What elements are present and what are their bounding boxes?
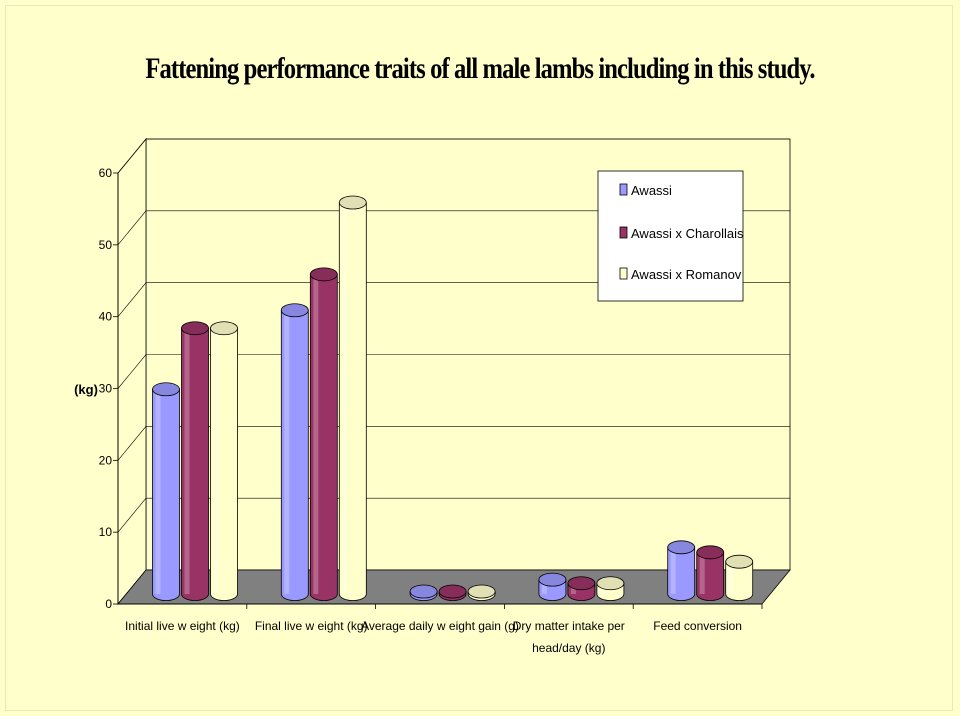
gridline	[117, 282, 790, 317]
bar-top	[409, 584, 438, 599]
bar-top	[467, 584, 496, 599]
x-tick-label: Initial live w eight (kg)	[125, 619, 240, 633]
gridline	[117, 354, 790, 389]
gridline	[117, 210, 790, 246]
slide-frame	[5, 5, 953, 711]
legend: Awassi Awassi x Charollais Awassi x Romano…	[597, 170, 744, 302]
bar	[438, 584, 467, 601]
y-tick-label: 30	[99, 382, 113, 396]
bar-top	[667, 540, 696, 555]
gridline	[117, 426, 790, 461]
bar-top	[152, 382, 180, 397]
bar-top	[596, 576, 625, 591]
y-tick-label: 0	[105, 597, 112, 611]
bar	[567, 576, 596, 601]
bar-top	[338, 195, 367, 210]
bar-highlight	[541, 579, 547, 594]
bar	[210, 321, 238, 601]
bar-top	[309, 267, 338, 282]
bar	[309, 267, 338, 601]
legend-swatch	[619, 226, 628, 239]
bar	[596, 576, 625, 601]
y-tick-label: 40	[99, 310, 113, 324]
bar-highlight	[184, 328, 190, 594]
bar-highlight	[284, 310, 290, 594]
bar-highlight	[728, 561, 734, 594]
bar	[152, 382, 180, 601]
y-tick-label: 10	[99, 525, 113, 539]
bars	[152, 195, 754, 601]
bar-top	[567, 576, 596, 591]
y-tick-label: 60	[99, 166, 113, 180]
x-tick-label: Final live w eight (kg)	[255, 619, 368, 633]
bar-highlight	[670, 547, 676, 594]
bar-highlight	[155, 389, 161, 594]
legend-label: Awassi x Charollais	[631, 226, 744, 241]
x-tick-label: Dry matter intake per	[513, 619, 625, 633]
bar-highlight	[699, 552, 705, 594]
bar-highlight	[313, 274, 319, 594]
bar	[338, 195, 367, 601]
gridline	[117, 138, 790, 174]
bar	[467, 584, 496, 601]
bar-top	[696, 545, 725, 560]
legend-swatch	[619, 183, 628, 196]
plot-area: 0 10 20 30 40 50 60 (kg) Initial live w eight (k…	[74, 137, 791, 655]
bar	[280, 303, 309, 601]
y-tick-label: 50	[99, 238, 113, 252]
bar	[181, 321, 209, 601]
legend-label: Awassi x Romanov	[631, 267, 742, 282]
bar-highlight	[213, 328, 219, 594]
y-axis-label: (kg)	[74, 382, 98, 397]
bar	[538, 572, 567, 601]
x-tick-label: Feed conversion	[653, 619, 742, 633]
bar-top	[181, 321, 209, 336]
bar	[667, 540, 696, 601]
bar	[696, 545, 725, 601]
legend-swatch	[619, 267, 628, 280]
y-tick-label: 20	[99, 453, 113, 467]
chart-title: Fattening performance traits of all male…	[145, 52, 815, 85]
bar	[409, 584, 438, 601]
bar-top	[538, 572, 567, 587]
x-tick-label: Average daily w eight gain (g)	[361, 619, 519, 633]
bar-top	[438, 584, 467, 599]
bar-top	[725, 554, 754, 569]
x-tick-label: head/day (kg)	[532, 641, 605, 655]
bar	[725, 554, 754, 601]
bar-top	[210, 321, 238, 336]
legend-label: Awassi	[631, 183, 672, 198]
gridline	[117, 497, 790, 533]
bar-highlight	[342, 202, 348, 594]
bar-top	[280, 303, 309, 318]
